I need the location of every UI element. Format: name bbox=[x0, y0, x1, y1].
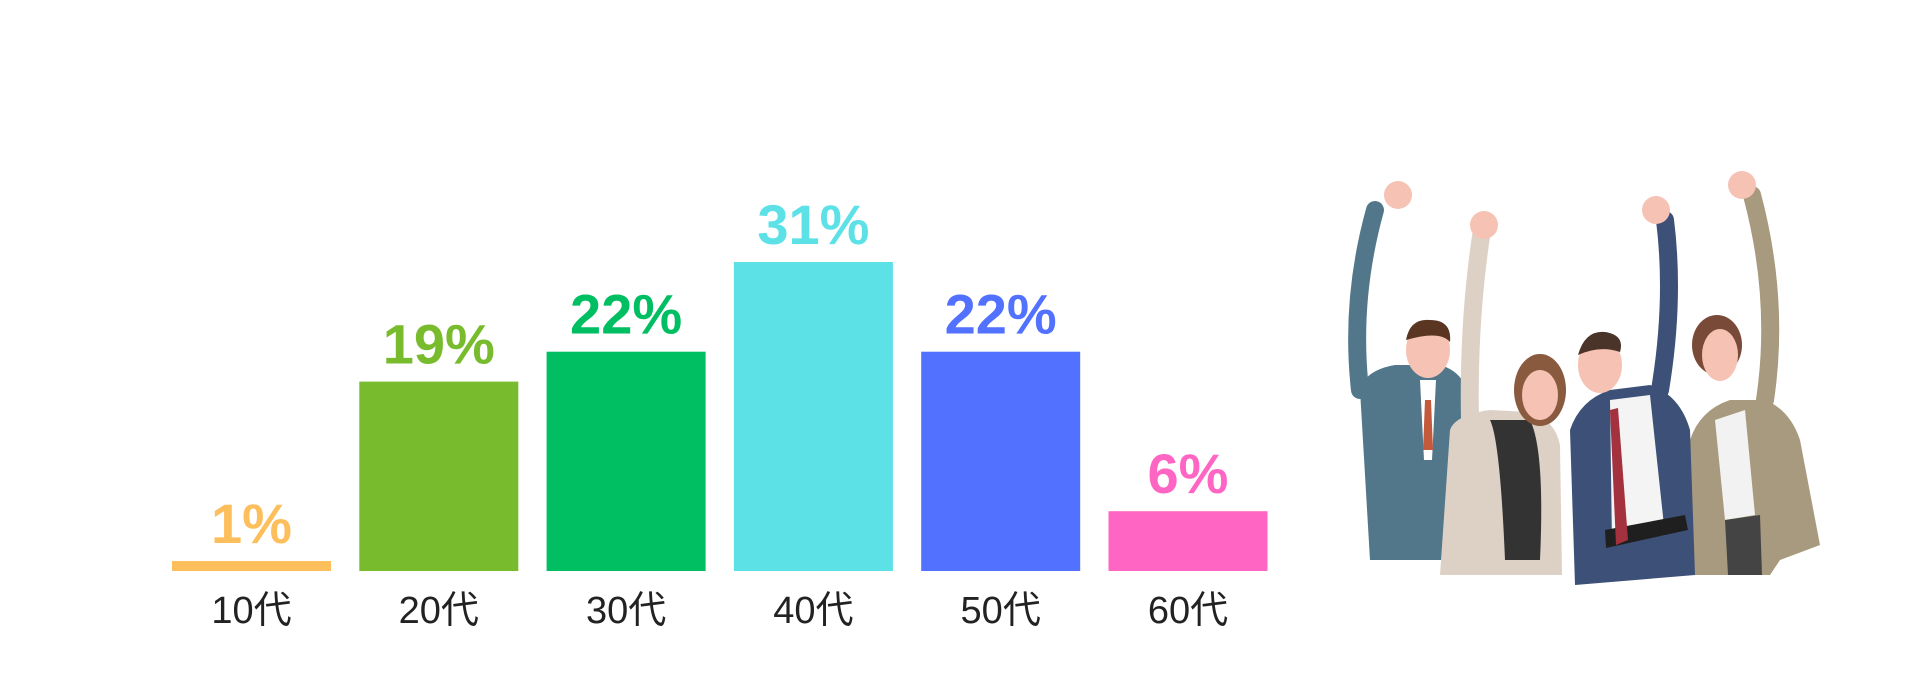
illustration bbox=[1348, 171, 1820, 585]
value-label: 6% bbox=[1148, 442, 1229, 505]
x-tick-label: 10代 bbox=[211, 590, 291, 632]
x-tick-label: 20代 bbox=[399, 590, 479, 632]
x-tick-label: 50代 bbox=[961, 590, 1041, 632]
x-tick-label: 30代 bbox=[586, 590, 666, 632]
bar bbox=[172, 561, 331, 571]
bar bbox=[546, 351, 706, 571]
value-label: 31% bbox=[757, 193, 869, 256]
value-label: 22% bbox=[945, 283, 1057, 346]
bar bbox=[1108, 511, 1268, 571]
value-label: 1% bbox=[211, 492, 292, 555]
bar bbox=[733, 262, 893, 571]
x-tick-label: 40代 bbox=[773, 590, 853, 632]
value-label: 22% bbox=[570, 283, 682, 346]
value-label: 19% bbox=[383, 313, 495, 376]
x-tick-label: 60代 bbox=[1148, 590, 1228, 632]
bar bbox=[921, 351, 1081, 571]
bar bbox=[359, 381, 519, 571]
